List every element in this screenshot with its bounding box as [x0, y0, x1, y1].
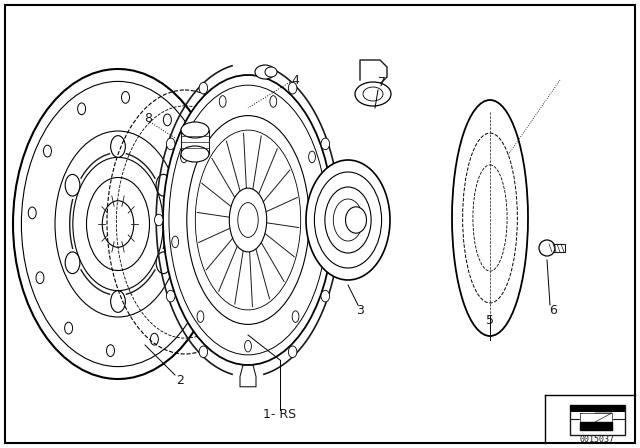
- Ellipse shape: [111, 291, 125, 312]
- Ellipse shape: [77, 103, 86, 115]
- Ellipse shape: [539, 240, 555, 256]
- Text: 0015037: 0015037: [579, 435, 614, 444]
- Ellipse shape: [180, 151, 188, 163]
- Ellipse shape: [163, 114, 172, 126]
- Ellipse shape: [255, 65, 275, 79]
- Text: 8: 8: [144, 112, 152, 125]
- Ellipse shape: [317, 236, 324, 248]
- Text: 5: 5: [486, 314, 494, 327]
- Ellipse shape: [122, 91, 129, 103]
- Ellipse shape: [333, 214, 342, 226]
- Ellipse shape: [55, 131, 181, 317]
- Text: 3: 3: [356, 303, 364, 316]
- Ellipse shape: [229, 188, 267, 252]
- Ellipse shape: [13, 69, 223, 379]
- Text: 7: 7: [378, 76, 386, 89]
- Ellipse shape: [156, 252, 171, 274]
- Ellipse shape: [200, 229, 208, 241]
- Ellipse shape: [197, 311, 204, 323]
- Ellipse shape: [187, 116, 309, 324]
- Ellipse shape: [325, 187, 371, 253]
- Ellipse shape: [289, 346, 297, 358]
- Ellipse shape: [65, 174, 80, 196]
- Ellipse shape: [44, 145, 51, 157]
- Ellipse shape: [154, 214, 163, 226]
- Ellipse shape: [28, 207, 36, 219]
- Bar: [570, 405, 625, 412]
- Ellipse shape: [220, 96, 226, 107]
- Text: 4: 4: [291, 73, 299, 86]
- Ellipse shape: [65, 322, 72, 334]
- Ellipse shape: [172, 236, 179, 248]
- Ellipse shape: [292, 311, 299, 323]
- Ellipse shape: [321, 290, 330, 302]
- Ellipse shape: [166, 138, 175, 150]
- Ellipse shape: [192, 164, 200, 176]
- Ellipse shape: [150, 333, 158, 345]
- Ellipse shape: [106, 345, 115, 357]
- Ellipse shape: [308, 151, 316, 163]
- Ellipse shape: [102, 201, 134, 247]
- Ellipse shape: [181, 122, 209, 138]
- Bar: [547, 244, 565, 252]
- Text: 2: 2: [176, 374, 184, 387]
- Ellipse shape: [199, 82, 207, 94]
- Ellipse shape: [265, 67, 277, 77]
- Ellipse shape: [156, 174, 171, 196]
- Ellipse shape: [199, 346, 207, 358]
- Ellipse shape: [452, 100, 528, 336]
- Bar: [570, 405, 625, 435]
- Ellipse shape: [86, 177, 150, 271]
- Ellipse shape: [355, 82, 391, 106]
- Ellipse shape: [306, 160, 390, 280]
- Ellipse shape: [111, 136, 125, 157]
- Ellipse shape: [181, 146, 209, 162]
- Ellipse shape: [166, 290, 175, 302]
- Ellipse shape: [244, 340, 252, 352]
- Ellipse shape: [346, 207, 367, 233]
- Polygon shape: [580, 413, 612, 430]
- Text: 1- RS: 1- RS: [264, 409, 296, 422]
- Ellipse shape: [321, 138, 330, 150]
- Text: 6: 6: [549, 303, 557, 316]
- Ellipse shape: [73, 157, 163, 291]
- Ellipse shape: [238, 202, 258, 237]
- Bar: [181, 130, 209, 154]
- Ellipse shape: [163, 75, 333, 365]
- Ellipse shape: [65, 252, 80, 274]
- Ellipse shape: [289, 82, 297, 94]
- Ellipse shape: [184, 291, 193, 303]
- Ellipse shape: [36, 272, 44, 284]
- Polygon shape: [580, 422, 612, 430]
- Ellipse shape: [270, 96, 276, 107]
